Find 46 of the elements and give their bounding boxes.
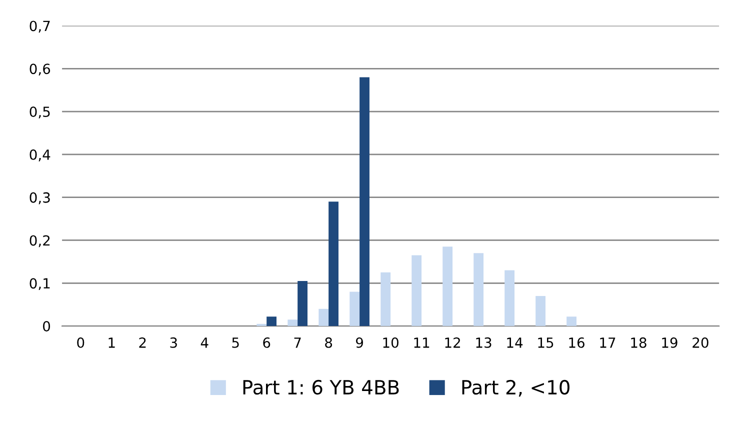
x-tick-label: 5: [232, 338, 239, 348]
y-tick-label: 0,3: [30, 192, 50, 204]
x-tick-label: 2: [139, 337, 146, 348]
x-tick-label: 4: [200, 338, 208, 348]
x-tick-label: 1: [108, 338, 115, 348]
x-tick-label: 11: [414, 338, 430, 348]
x-tick-label: 12: [445, 337, 460, 348]
bar: [474, 253, 484, 326]
x-tick-label: 6: [263, 337, 270, 348]
bar: [360, 77, 370, 326]
x-tick-label: 13: [476, 337, 492, 348]
bar: [442, 246, 453, 326]
bar: [266, 316, 277, 326]
bar: [350, 292, 360, 326]
x-tick-label: 16: [569, 337, 584, 348]
bar: [298, 280, 308, 326]
x-tick-label: 0: [77, 337, 84, 348]
x-tick-label: 10: [383, 337, 398, 348]
bar: [328, 202, 338, 326]
y-tick-label: 0,5: [30, 106, 50, 118]
x-tick-label: 15: [538, 338, 554, 348]
bar: [256, 324, 267, 326]
bar: [566, 316, 576, 326]
x-tick-label: 9: [356, 337, 363, 348]
x-tick-label: 7: [294, 338, 301, 348]
x-tick-label: 14: [507, 338, 523, 348]
y-tick-label: 0,7: [30, 20, 50, 33]
bar: [288, 320, 298, 326]
y-tick-label: 0: [43, 321, 50, 332]
y-tick-label: 0,4: [30, 149, 50, 162]
bar: [412, 255, 422, 326]
bar: [318, 308, 329, 326]
y-tick-label: 0,6: [30, 64, 50, 76]
x-tick-label: 8: [325, 337, 332, 348]
x-tick-label: 17: [600, 338, 616, 348]
bar: [536, 296, 546, 326]
x-tick-label: 20: [692, 337, 708, 348]
y-tick-label: 0,1: [30, 278, 50, 290]
x-tick-label: 19: [662, 337, 678, 348]
legend-label: Part 2, <10: [462, 380, 570, 397]
x-tick-label: 3: [170, 337, 177, 348]
y-tick-label: 0,2: [30, 235, 50, 248]
legend-label: Part 1: 6 YB 4BB: [243, 380, 399, 395]
x-tick-label: 18: [631, 337, 646, 348]
bar: [504, 270, 515, 326]
bar: [380, 272, 391, 326]
